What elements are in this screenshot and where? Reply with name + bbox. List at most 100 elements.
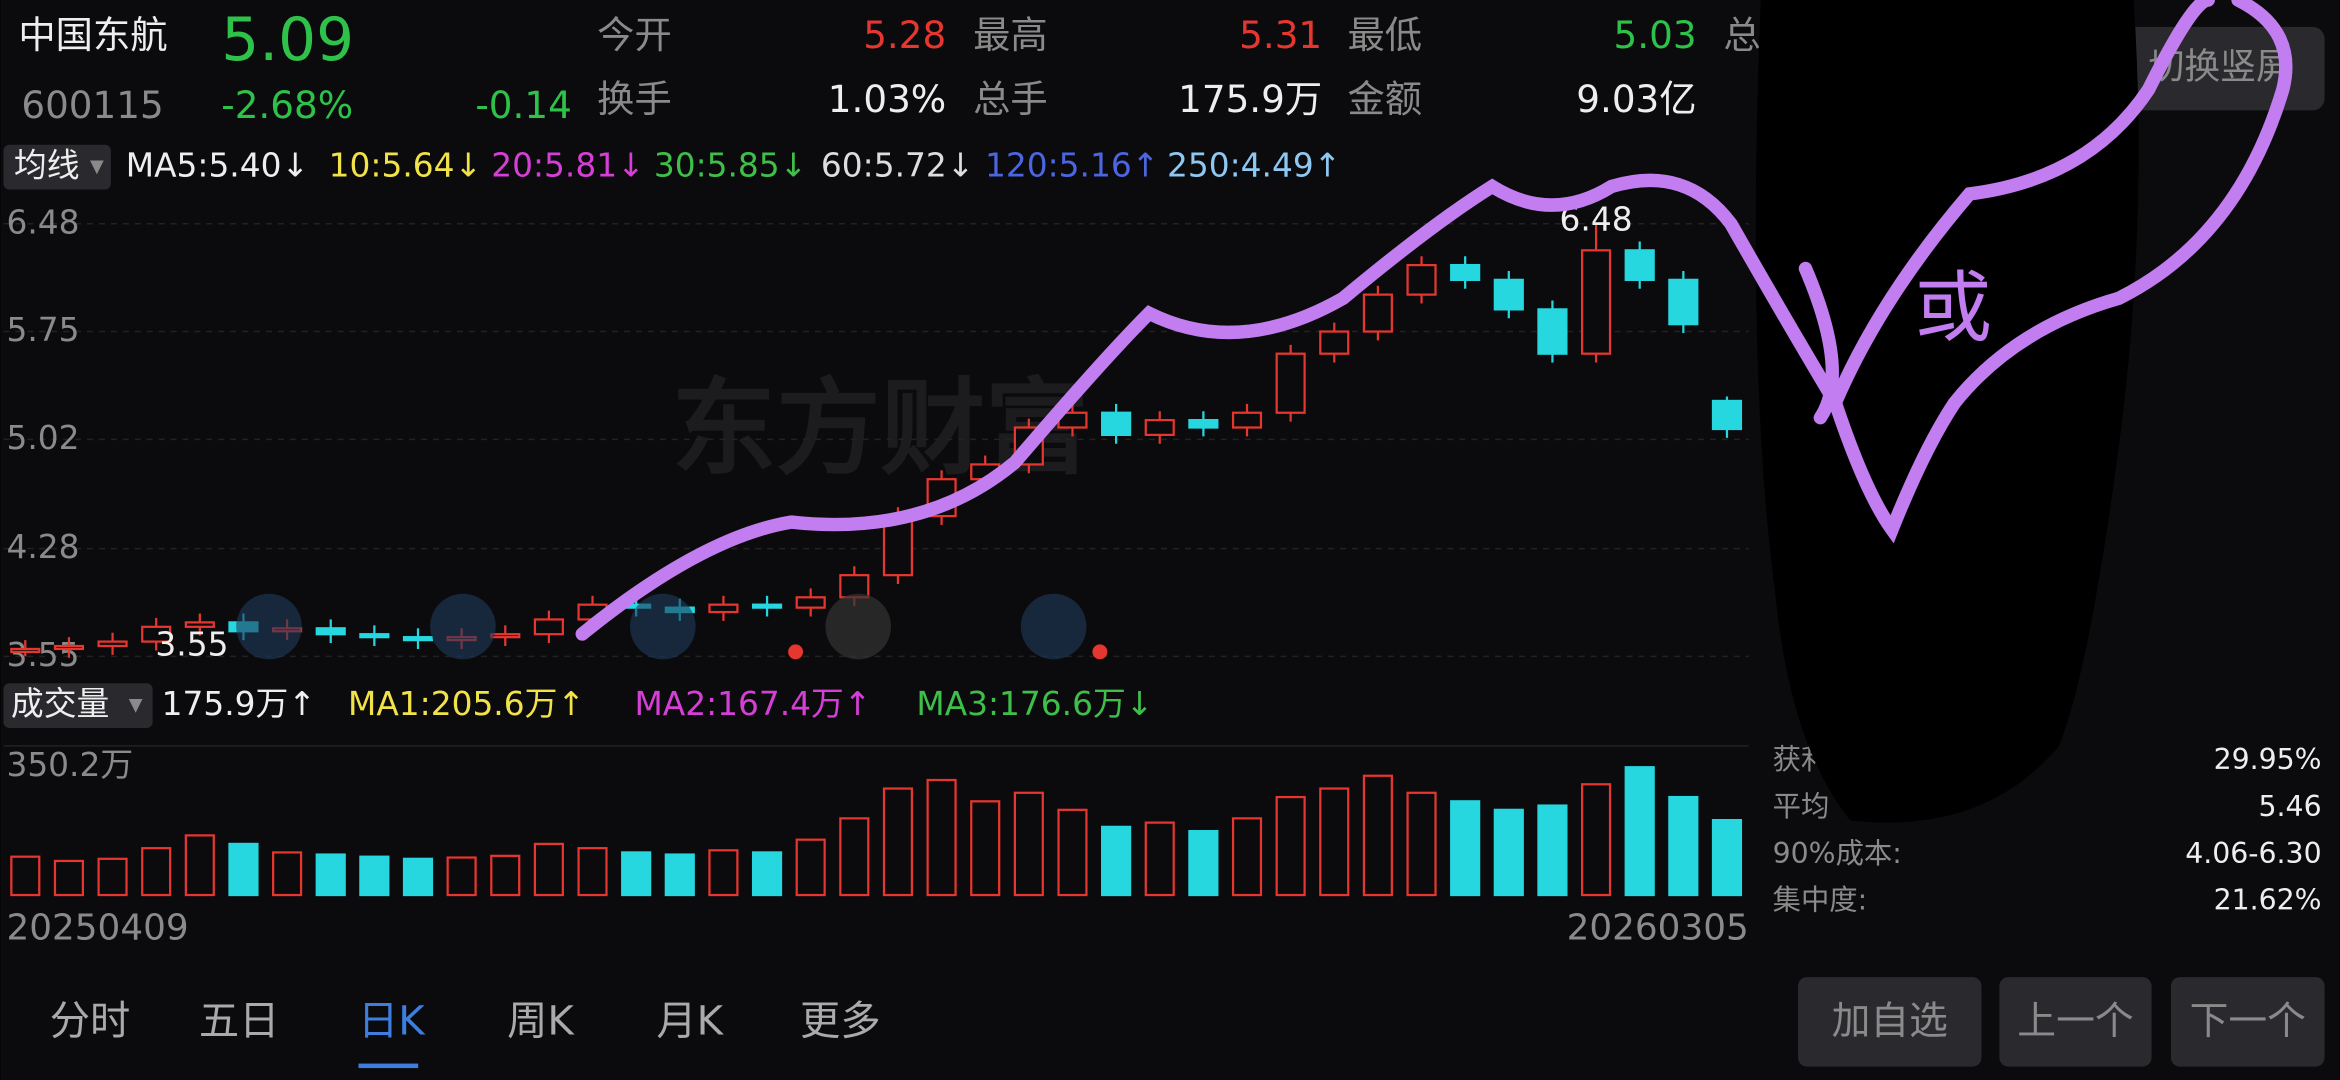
tab[interactable]: 月K: [656, 998, 724, 1044]
tab[interactable]: 日K: [358, 998, 426, 1044]
volume-bar: [664, 853, 695, 897]
candle-body: [97, 640, 128, 648]
candle-body: [1668, 278, 1699, 326]
ma-legend: 20:5.81↓: [491, 147, 644, 185]
stat-value: 1.03%: [828, 77, 946, 121]
stat-value: 175.9万: [1178, 77, 1322, 121]
stat-label: 最低: [1348, 13, 1423, 57]
volume-bar: [141, 847, 172, 897]
side-label: 集中度:: [1773, 884, 1868, 917]
stat-label: 金额: [1348, 77, 1423, 121]
volume-bar: [1580, 783, 1612, 897]
volume-bar: [1188, 830, 1219, 897]
side-value: 29.95%: [2214, 743, 2322, 776]
volume-bar: [228, 842, 259, 897]
tab-underline: [358, 1063, 419, 1069]
volume-bar: [1450, 800, 1481, 897]
button[interactable]: [1798, 977, 1982, 1067]
candle-body: [1711, 399, 1743, 431]
volume-bar: [708, 849, 739, 897]
scribble: [575, 0, 2293, 641]
candle-body: [53, 644, 85, 651]
candle-body: [402, 636, 434, 642]
volume-bar: [490, 854, 521, 897]
volume-legend: MA1:205.6万↑: [348, 685, 585, 723]
volume-bar: [402, 857, 434, 897]
volume-bar: [751, 851, 783, 897]
candle-body: [1101, 411, 1132, 437]
volume-selector[interactable]: [3, 683, 153, 728]
volume-bar: [272, 851, 303, 897]
stat-value: 9.03亿: [1576, 77, 1696, 121]
nav-icon[interactable]: [430, 593, 496, 660]
dropdown-arrow: ▼: [129, 695, 143, 716]
price: 5.09: [221, 6, 354, 75]
volume-bar: [1275, 795, 1306, 897]
candle-body: [1231, 411, 1263, 429]
volume-tick-label: 350.2万: [6, 746, 133, 784]
candle-body: [490, 633, 521, 639]
volume-bar: [1624, 766, 1655, 897]
ma-legend: 250:4.49↑: [1167, 147, 1341, 185]
volume-bar: [1101, 825, 1132, 897]
candle-body: [10, 647, 41, 654]
nav-icon[interactable]: [825, 593, 892, 660]
volume-bar: [10, 855, 41, 897]
candle-body: [1319, 330, 1350, 355]
volume-bar: [1231, 817, 1263, 897]
nav-icon[interactable]: [1020, 593, 1087, 660]
ma-selector[interactable]: [3, 144, 111, 190]
tab[interactable]: 分时: [50, 998, 131, 1044]
volume-legend: MA2:167.4万↑: [634, 685, 871, 723]
ma-legend: 60:5.72↓: [821, 147, 974, 185]
button-label: 加自选: [1832, 999, 1948, 1044]
y-tick-label: 3.55: [6, 636, 79, 674]
side-value: 5.46: [2259, 790, 2322, 823]
annotation: 或: [1914, 264, 1992, 354]
button[interactable]: [1999, 977, 2152, 1067]
button-label: 下一个: [2190, 999, 2306, 1044]
candle-body: [751, 603, 783, 609]
ma-legend: MA5:5.40↓: [126, 147, 309, 185]
candle-body: [184, 621, 215, 628]
volume-bar: [1362, 774, 1393, 897]
volume-bar: [795, 838, 826, 897]
tab[interactable]: 周K: [507, 998, 575, 1044]
stock-name: 中国东航: [18, 13, 167, 57]
stat-value: 5.03: [1614, 13, 1697, 57]
volume-bar: [446, 856, 477, 897]
volume-bar: [97, 857, 128, 897]
tab[interactable]: 五日: [199, 998, 280, 1044]
volume-bar: [577, 847, 608, 897]
ma-legend: 120:5.16↑: [985, 147, 1159, 185]
volume-bar: [926, 778, 957, 897]
y-tick-label: 4.28: [6, 528, 79, 566]
stat-label: 总手: [973, 77, 1048, 121]
stat-label: 换手: [597, 77, 672, 121]
nav-icon[interactable]: [236, 593, 302, 660]
volume-bar: [184, 834, 215, 897]
candle-body: [1450, 263, 1481, 281]
volume-bar: [621, 851, 652, 897]
candle-body: [141, 625, 172, 643]
tab[interactable]: 更多: [800, 998, 881, 1044]
volume-bar: [53, 859, 85, 897]
candle-body: [1406, 263, 1437, 296]
stat-label: 今开: [597, 13, 672, 57]
signal-dot: [1092, 644, 1108, 660]
volume-bar: [970, 800, 1001, 897]
candle-body: [708, 603, 739, 614]
volume-bar: [1493, 808, 1524, 897]
side-value: 21.62%: [2214, 884, 2322, 917]
button[interactable]: [2170, 977, 2325, 1067]
nav-icon[interactable]: [630, 593, 696, 660]
volume-legend: MA3:176.6万↓: [916, 685, 1153, 723]
y-tick-label: 5.75: [6, 311, 79, 349]
candle-body: [1493, 278, 1524, 311]
date-label: 20250409: [6, 907, 188, 948]
candle-body: [1144, 419, 1175, 437]
ma-selector-label: 均线: [14, 147, 80, 185]
candle-body: [1188, 419, 1219, 429]
stat-label: 最高: [973, 13, 1048, 57]
